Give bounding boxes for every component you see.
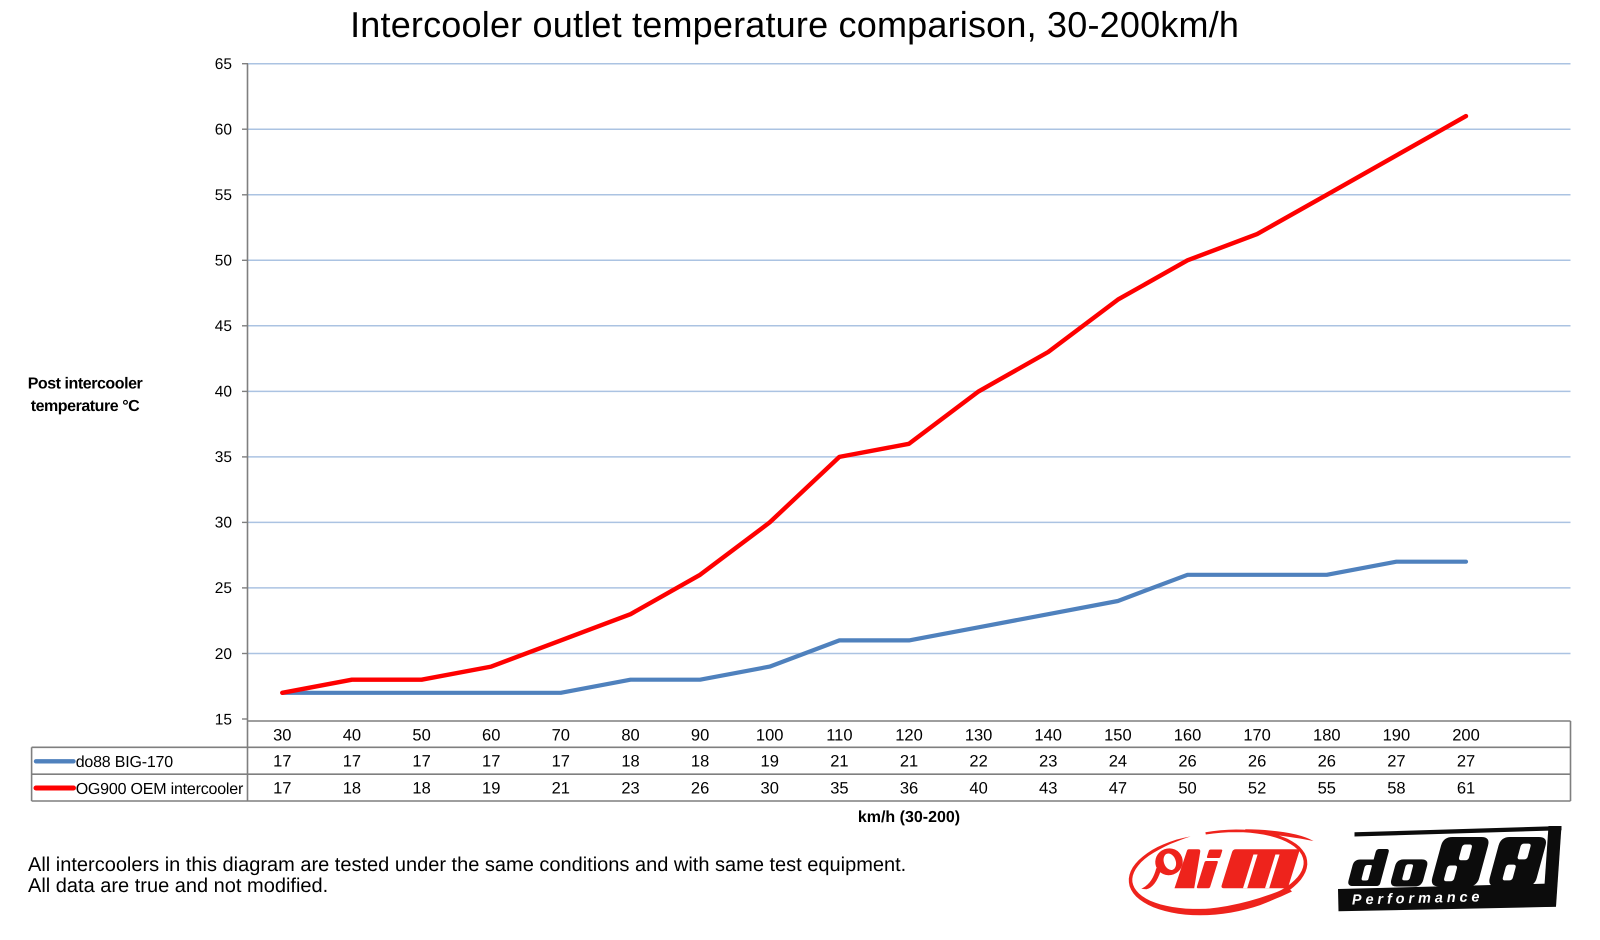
svg-text:do88 BIG-170: do88 BIG-170 [76,754,174,771]
svg-text:65: 65 [215,56,232,73]
svg-text:61: 61 [1457,780,1475,798]
svg-text:Post intercooler: Post intercooler [28,376,143,393]
svg-text:26: 26 [1248,753,1266,771]
svg-text:47: 47 [1109,780,1127,798]
svg-text:18: 18 [621,753,639,771]
svg-text:21: 21 [830,753,848,771]
svg-text:200: 200 [1452,727,1480,745]
svg-text:All data are true and not modi: All data are true and not modified. [28,875,328,897]
svg-text:70: 70 [552,727,570,745]
svg-text:20: 20 [215,646,233,663]
svg-text:100: 100 [756,727,784,745]
svg-text:90: 90 [691,727,709,745]
svg-text:40: 40 [215,384,233,401]
svg-text:55: 55 [1318,780,1336,798]
svg-text:All intercoolers in this diagr: All intercoolers in this diagram are tes… [28,854,906,876]
svg-text:50: 50 [1178,780,1196,798]
svg-text:25: 25 [215,580,232,597]
svg-text:23: 23 [1039,753,1057,771]
svg-text:43: 43 [1039,780,1057,798]
svg-text:40: 40 [343,727,361,745]
svg-text:19: 19 [761,753,779,771]
svg-text:30: 30 [761,780,779,798]
svg-text:190: 190 [1383,727,1411,745]
svg-text:17: 17 [482,753,500,771]
svg-text:22: 22 [969,753,987,771]
svg-text:Performance: Performance [1352,889,1484,908]
svg-text:18: 18 [412,780,430,798]
svg-text:18: 18 [691,753,709,771]
svg-text:temperature °C: temperature °C [31,398,140,415]
svg-text:26: 26 [691,780,709,798]
svg-text:17: 17 [273,780,291,798]
svg-text:Intercooler outlet temperature: Intercooler outlet temperature compariso… [350,4,1239,45]
svg-text:17: 17 [343,753,361,771]
svg-text:27: 27 [1387,753,1405,771]
svg-text:17: 17 [412,753,430,771]
svg-text:130: 130 [965,727,993,745]
svg-text:45: 45 [215,318,232,335]
svg-text:50: 50 [412,727,430,745]
svg-text:17: 17 [552,753,570,771]
svg-text:150: 150 [1104,727,1132,745]
svg-text:35: 35 [830,780,848,798]
svg-text:15: 15 [215,711,232,728]
svg-text:35: 35 [215,449,232,466]
svg-text:26: 26 [1318,753,1336,771]
svg-text:55: 55 [215,187,232,204]
svg-text:50: 50 [215,253,233,270]
svg-text:36: 36 [900,780,918,798]
svg-text:80: 80 [621,727,639,745]
svg-text:160: 160 [1174,727,1202,745]
svg-text:180: 180 [1313,727,1341,745]
svg-text:40: 40 [969,780,987,798]
svg-text:170: 170 [1243,727,1271,745]
svg-text:OG900 OEM intercooler: OG900 OEM intercooler [76,781,244,798]
svg-text:60: 60 [482,727,500,745]
svg-text:110: 110 [826,727,852,745]
svg-text:21: 21 [552,780,570,798]
svg-text:140: 140 [1034,727,1062,745]
svg-text:120: 120 [895,727,923,745]
svg-text:58: 58 [1387,780,1405,798]
svg-text:23: 23 [621,780,639,798]
svg-text:27: 27 [1457,753,1475,771]
svg-text:19: 19 [482,780,500,798]
svg-text:60: 60 [215,122,233,139]
svg-text:21: 21 [900,753,918,771]
svg-text:17: 17 [273,753,291,771]
svg-text:30: 30 [215,515,233,532]
svg-text:18: 18 [343,780,361,798]
svg-text:52: 52 [1248,780,1266,798]
svg-text:km/h (30-200): km/h (30-200) [858,809,960,826]
svg-text:26: 26 [1178,753,1196,771]
svg-text:30: 30 [273,727,291,745]
svg-text:24: 24 [1109,753,1127,771]
